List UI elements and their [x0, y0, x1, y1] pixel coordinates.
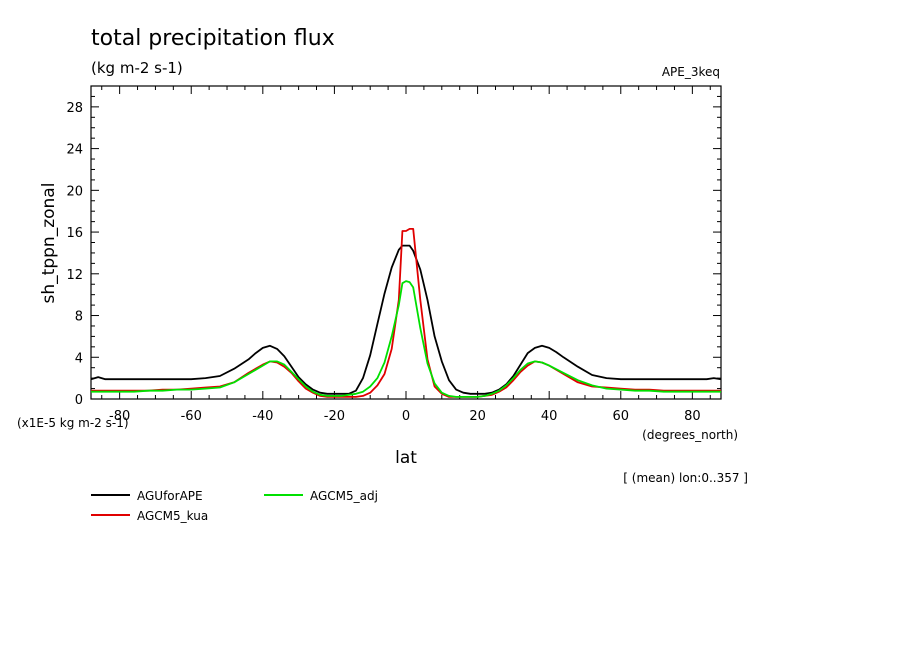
x-tick-label: -80: [109, 409, 130, 424]
x-axis-label: lat: [395, 448, 417, 468]
legend-label-1: AGCM5_kua: [137, 509, 208, 523]
series-lines: [90, 227, 722, 398]
y-axis-ticks: 0 4 8 12 16 20 24 28: [66, 85, 721, 408]
x-tick-label: 80: [684, 409, 701, 424]
y-scale-note: (x1E-5 kg m-2 s-1): [17, 416, 129, 430]
x-tick-label: 0: [402, 409, 410, 424]
x-tick-label: -40: [252, 409, 273, 424]
x-tick-label: -60: [181, 409, 202, 424]
series-line-1: [91, 227, 721, 398]
units-subtitle: (kg m-2 s-1): [91, 59, 183, 77]
x-tick-label: 60: [612, 409, 629, 424]
series-line-0: [90, 244, 722, 395]
x-axis-ticks: -80 -60 -40 -20 0 20 40 60 80: [101, 86, 711, 424]
y-tick-label: 4: [75, 351, 83, 366]
y-axis-label: sh_tppn_zonal: [39, 183, 59, 304]
x-tick-label: 40: [541, 409, 558, 424]
y-tick-label: 8: [75, 310, 83, 325]
plot-frame: [90, 85, 722, 400]
y-tick-label: 20: [66, 184, 83, 199]
y-tick-label: 12: [66, 268, 83, 283]
dataset-label: APE_3keq: [662, 65, 720, 79]
y-tick-label: 24: [66, 143, 83, 158]
y-tick-label: 28: [66, 101, 83, 116]
x-axis-units: (degrees_north): [642, 428, 738, 442]
y-tick-label: 16: [66, 226, 83, 241]
y-tick-label: 0: [75, 393, 83, 408]
series-line-2: [91, 280, 721, 398]
x-tick-label: 20: [469, 409, 486, 424]
legend-label-0: AGUforAPE: [137, 489, 203, 503]
legend-label-2: AGCM5_adj: [310, 489, 378, 503]
legend: AGUforAPE AGCM5_kua AGCM5_adj: [91, 489, 378, 523]
x-tick-label: -20: [324, 409, 345, 424]
footnote: [ (mean) lon:0..357 ]: [623, 471, 748, 485]
chart-title: total precipitation flux: [91, 26, 335, 51]
